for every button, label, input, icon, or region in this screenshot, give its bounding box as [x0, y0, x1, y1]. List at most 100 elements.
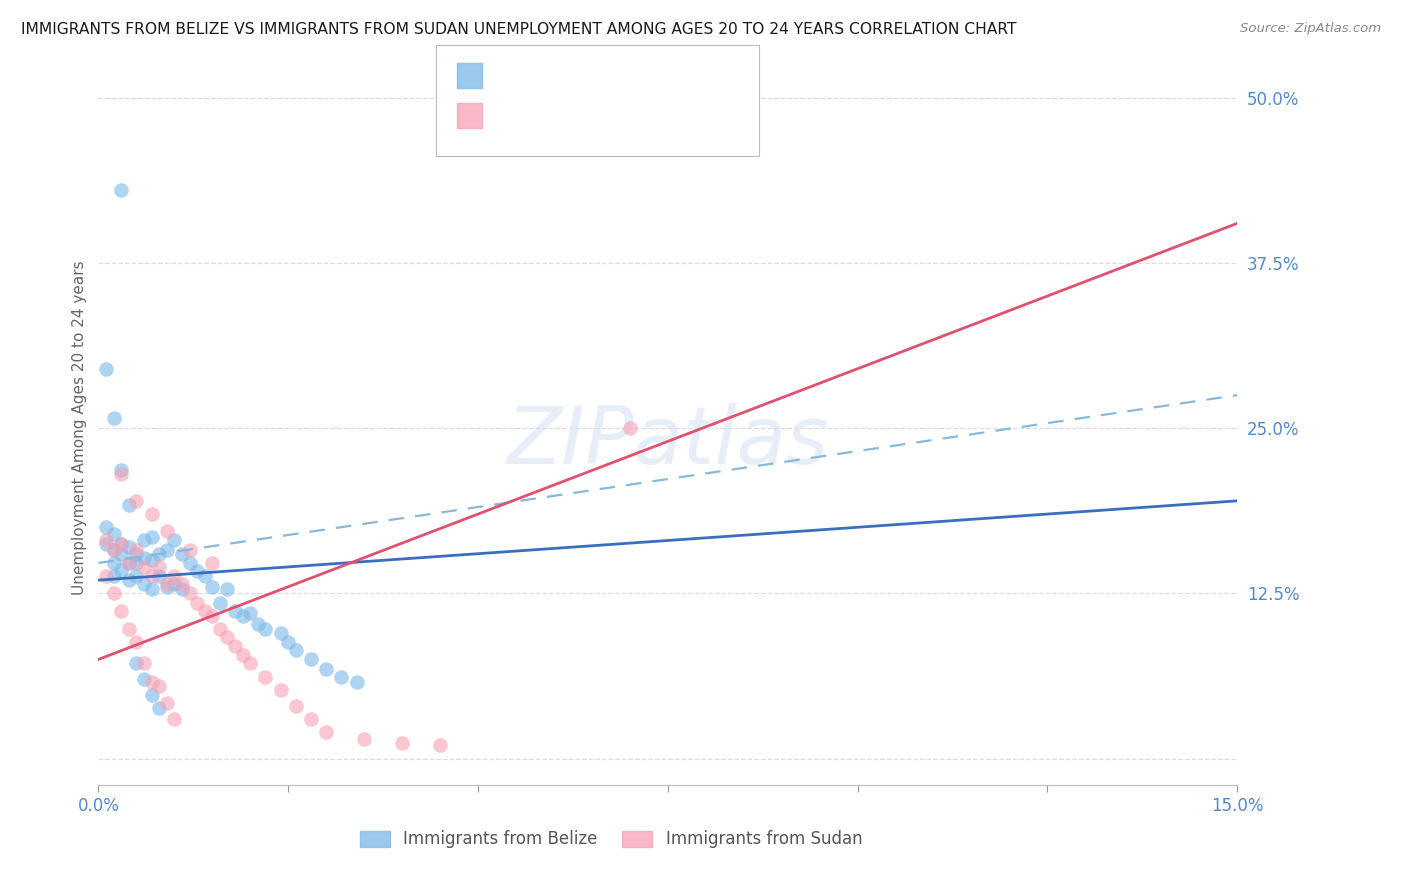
- Point: [179, 586, 201, 600]
- Point: [239, 657, 262, 671]
- Point: [141, 688, 163, 702]
- Point: [94, 537, 117, 551]
- Point: [194, 569, 217, 583]
- Point: [284, 698, 307, 713]
- Text: 0.514: 0.514: [538, 107, 591, 125]
- Point: [254, 670, 277, 684]
- Point: [429, 739, 451, 753]
- Point: [132, 550, 155, 565]
- Point: [141, 529, 163, 543]
- Text: N =: N =: [595, 107, 643, 125]
- Point: [156, 577, 179, 591]
- Text: 55: 55: [651, 67, 673, 85]
- Point: [208, 622, 231, 636]
- Point: [94, 569, 117, 583]
- Point: [110, 183, 132, 197]
- Point: [254, 622, 277, 636]
- Point: [110, 563, 132, 577]
- Point: [156, 524, 179, 539]
- Text: R =: R =: [494, 67, 530, 85]
- Point: [299, 652, 322, 666]
- Point: [277, 635, 299, 649]
- Point: [246, 616, 269, 631]
- Point: [163, 569, 186, 583]
- Point: [110, 537, 132, 551]
- Point: [239, 606, 262, 620]
- Point: [232, 648, 254, 663]
- Point: [110, 547, 132, 561]
- Point: [94, 520, 117, 534]
- Point: [170, 547, 193, 561]
- Point: [125, 493, 148, 508]
- Point: [118, 556, 141, 570]
- Point: [270, 626, 292, 640]
- Point: [110, 463, 132, 477]
- Point: [156, 542, 179, 557]
- Point: [110, 537, 132, 551]
- Point: [125, 635, 148, 649]
- Point: [118, 498, 141, 512]
- Point: [103, 542, 125, 557]
- Point: [132, 533, 155, 548]
- Point: [217, 582, 239, 597]
- Point: [132, 560, 155, 574]
- Point: [581, 130, 603, 145]
- Point: [353, 731, 375, 746]
- Point: [186, 564, 208, 578]
- Point: [125, 569, 148, 583]
- Point: [125, 542, 148, 557]
- Point: [284, 643, 307, 657]
- Point: [163, 533, 186, 548]
- Point: [132, 577, 155, 591]
- Point: [103, 410, 125, 425]
- Point: [170, 577, 193, 591]
- Point: [103, 542, 125, 557]
- Point: [94, 361, 117, 376]
- Point: [201, 556, 224, 570]
- Point: [232, 608, 254, 623]
- Point: [148, 679, 170, 693]
- Point: [224, 603, 246, 617]
- Point: [299, 712, 322, 726]
- Point: [148, 560, 170, 574]
- Point: [224, 639, 246, 653]
- Point: [110, 603, 132, 617]
- Point: [125, 547, 148, 561]
- Point: [103, 569, 125, 583]
- Point: [619, 421, 641, 435]
- Point: [148, 569, 170, 583]
- Point: [186, 596, 208, 610]
- Text: N =: N =: [595, 67, 643, 85]
- Point: [315, 725, 337, 739]
- Point: [208, 596, 231, 610]
- Point: [170, 582, 193, 597]
- Point: [315, 662, 337, 676]
- Legend: Immigrants from Belize, Immigrants from Sudan: Immigrants from Belize, Immigrants from …: [353, 824, 869, 855]
- Point: [148, 547, 170, 561]
- Text: ZIPatlas: ZIPatlas: [506, 403, 830, 482]
- Point: [132, 672, 155, 686]
- Point: [125, 556, 148, 570]
- Point: [118, 573, 141, 587]
- Point: [141, 582, 163, 597]
- Text: 45: 45: [651, 107, 673, 125]
- Point: [201, 608, 224, 623]
- Point: [156, 580, 179, 594]
- Point: [217, 630, 239, 644]
- Text: R =: R =: [494, 107, 530, 125]
- Point: [391, 736, 413, 750]
- Point: [118, 556, 141, 570]
- Point: [94, 533, 117, 548]
- Point: [270, 682, 292, 697]
- Point: [141, 553, 163, 567]
- Point: [141, 674, 163, 689]
- Text: Source: ZipAtlas.com: Source: ZipAtlas.com: [1240, 22, 1381, 36]
- Point: [194, 603, 217, 617]
- Point: [125, 657, 148, 671]
- Point: [179, 542, 201, 557]
- Point: [103, 586, 125, 600]
- Point: [132, 657, 155, 671]
- Y-axis label: Unemployment Among Ages 20 to 24 years: Unemployment Among Ages 20 to 24 years: [72, 260, 87, 596]
- Point: [103, 527, 125, 541]
- Text: 0.094: 0.094: [538, 67, 591, 85]
